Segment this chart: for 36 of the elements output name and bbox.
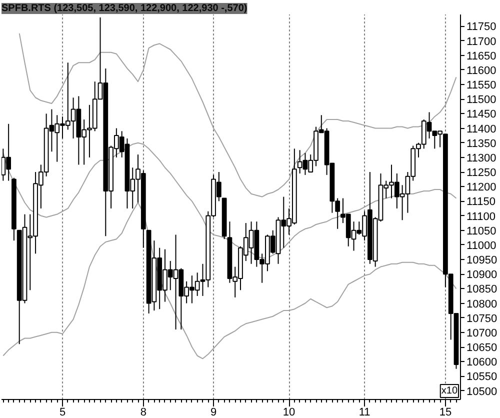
x-tick-label: 10 <box>282 406 296 418</box>
y-tick-label: 10800 <box>466 298 498 310</box>
y-tick-label: 11000 <box>466 240 496 252</box>
y-tick-label: 11700 <box>466 36 496 48</box>
y-tick-label: 10900 <box>466 269 498 282</box>
y-tick-label: 11550 <box>466 80 496 92</box>
x-tick-label: 8 <box>140 406 146 418</box>
y-tick-label: 10550 <box>466 371 498 384</box>
y-tick-label: 11250 <box>466 167 496 179</box>
y-tick-label: 10600 <box>466 356 498 369</box>
y-tick-label: 10850 <box>466 284 498 296</box>
y-tick-label: 11350 <box>466 138 496 150</box>
x-tick-label: 5 <box>59 406 66 418</box>
y-tick-label: 11500 <box>466 94 496 106</box>
line-series <box>18 32 457 198</box>
y-tick-label: 11150 <box>466 196 496 208</box>
y-tick-label: 10500 <box>466 386 498 398</box>
y-tick-label: 11400 <box>466 123 496 136</box>
y-tick-label: 11200 <box>466 182 496 194</box>
chart-title: SPFB.RTS (123,505, 123,590, 122,900, 122,930 -,570) <box>2 3 248 14</box>
y-tick-label: 10650 <box>466 342 498 354</box>
y-tick-label: 10750 <box>466 312 498 325</box>
y-tick-label: 10950 <box>466 254 498 266</box>
annotation: x10 <box>441 386 458 396</box>
y-tick-label: 11050 <box>466 225 496 238</box>
y-tick-label: 10700 <box>466 327 498 340</box>
y-tick-label: 11750 <box>466 21 496 34</box>
y-tick-label: 11100 <box>466 210 496 223</box>
y-tick-label: 11300 <box>466 152 496 164</box>
y-tick-label: 11450 <box>466 108 496 121</box>
x-tick-label: 9 <box>210 406 217 418</box>
x-tick-label: 15 <box>439 406 452 418</box>
x-tick-label: 11 <box>358 406 370 418</box>
y-tick-label: 11600 <box>466 64 496 77</box>
line-series <box>2 202 457 360</box>
y-tick-label: 11650 <box>466 50 496 62</box>
